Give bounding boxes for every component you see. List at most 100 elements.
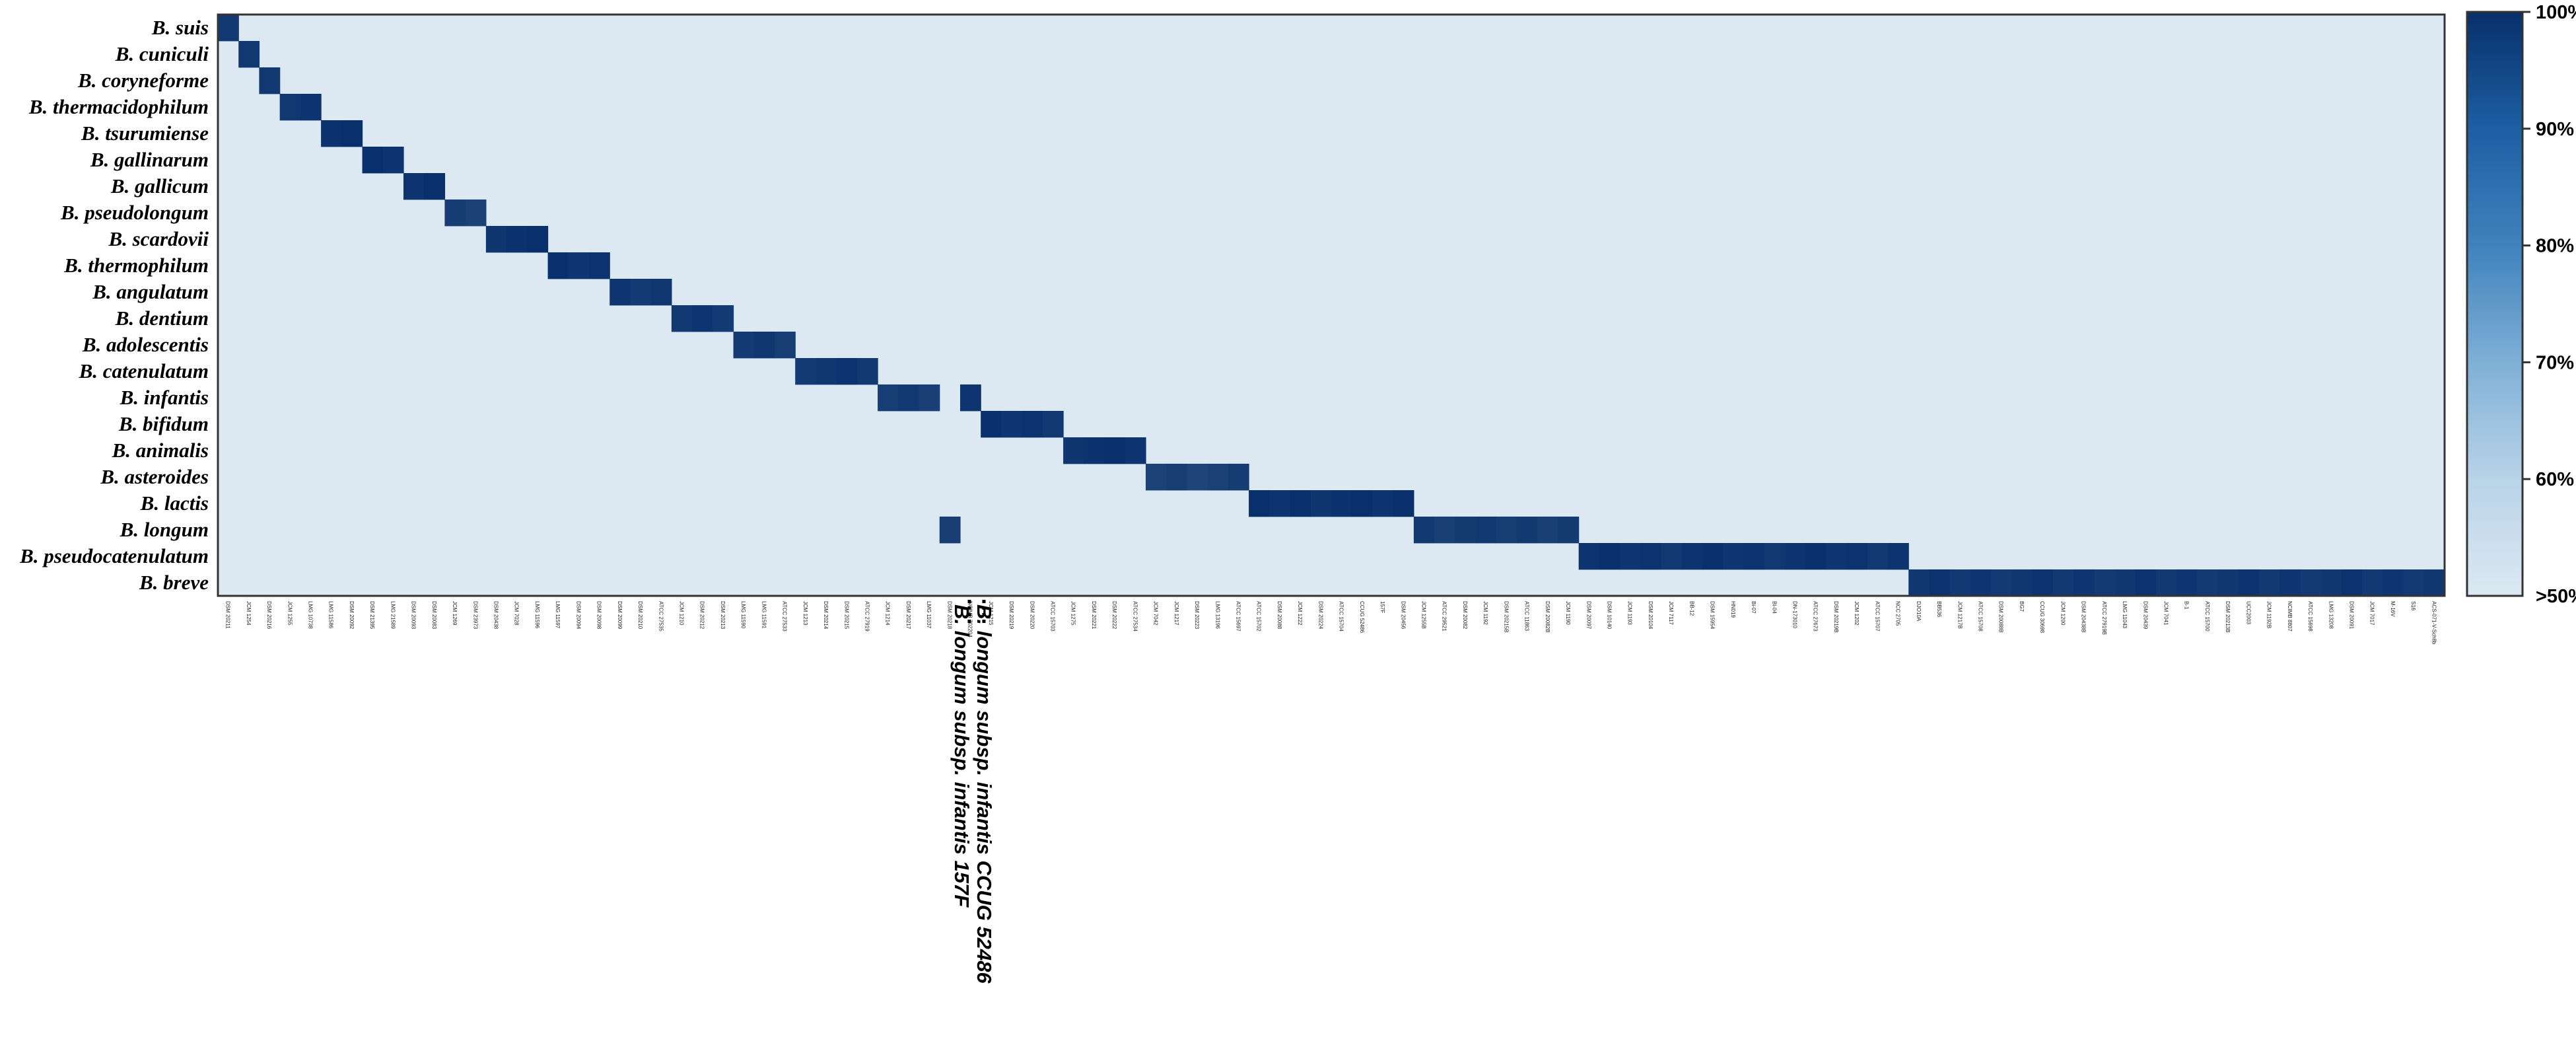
heatmap-cell: [878, 384, 899, 412]
heatmap-cell: [218, 15, 239, 42]
column-labels: DSM 20211 JCM 1254 DSM 20216 JCM 1255 LMG 10…: [225, 601, 2437, 645]
heatmap-cell: [2217, 569, 2239, 597]
heatmap-cell: [403, 173, 425, 200]
heatmap-cell: [939, 517, 961, 544]
heatmap-cell: [1620, 543, 1641, 570]
column-label: DSM 20082B: [1545, 601, 1550, 633]
column-label: DSM 20223: [1194, 601, 1200, 630]
heatmap-cell: [1888, 543, 1909, 570]
column-label: DSM 20439: [2142, 601, 2148, 630]
column-label: DSM 20218: [946, 601, 952, 630]
heatmap-cell: [2135, 569, 2157, 597]
column-label: JCM 7117: [1668, 601, 1674, 625]
heatmap-cell: [1146, 464, 1167, 491]
heatmap-cell: [650, 279, 672, 306]
column-label: DSM 20094: [575, 601, 581, 630]
heatmap-cell: [1702, 543, 1723, 570]
column-label: JCM 1255B: [1421, 601, 1427, 629]
heatmap-cell: [2362, 569, 2383, 597]
column-label: JCM 1210: [679, 601, 685, 626]
heatmap-cell: [816, 358, 837, 385]
heatmap-cell: [1846, 543, 1868, 570]
row-label: B. bifidum: [118, 412, 209, 435]
heatmap-cell: [2300, 569, 2322, 597]
row-label: B. breve: [139, 571, 209, 594]
row-label: B. cuniculi: [115, 42, 209, 65]
column-label: ATCC 15703: [1050, 601, 1056, 632]
column-label: JCM 1190: [1565, 601, 1571, 625]
column-label: ATCC 11863: [1524, 601, 1530, 632]
heatmap-cell: [2155, 569, 2177, 597]
column-label: DSM 20211: [225, 601, 231, 629]
column-label: M-16V: [2390, 601, 2396, 617]
heatmap-cell: [1867, 543, 1889, 570]
column-label: DSM 20210: [637, 601, 643, 630]
column-label: DSM 20088: [1276, 601, 1282, 630]
heatmap-cell: [1063, 437, 1084, 464]
column-label: ATCC 27534: [1132, 601, 1138, 632]
column-label: DSM 20215B: [1503, 601, 1509, 633]
heatmap-cell: [547, 252, 569, 279]
heatmap-cell: [1434, 517, 1455, 544]
heatmap-cell: [1207, 464, 1229, 491]
column-label: NCC 2705: [1895, 601, 1901, 626]
heatmap-cell: [2073, 569, 2095, 597]
annotation-ccug-52486: B. longum subsp. infantis CCUG 52486: [973, 604, 996, 984]
heatmap-cell: [2280, 569, 2301, 597]
heatmap-cell: [506, 226, 528, 253]
column-label: DSM 20088B: [1998, 601, 2004, 633]
heatmap-cell: [259, 67, 281, 94]
column-label: JCM 1200: [2060, 601, 2066, 626]
column-label: ATCC 27533: [782, 601, 788, 632]
heatmap-cell: [1991, 569, 2012, 597]
column-label: DN-173010: [1792, 601, 1798, 628]
column-label: DSM 20083: [431, 601, 437, 630]
column-label: LMG 21589: [390, 601, 396, 629]
heatmap-cell: [485, 226, 507, 253]
heatmap-cell: [2032, 569, 2054, 597]
column-label: JCM 7028: [514, 601, 520, 626]
heatmap-cell: [1517, 517, 1538, 544]
column-label: DJO10A: [1916, 601, 1922, 622]
column-label: JCM 1213: [802, 601, 808, 626]
column-label: LMG 13208: [2328, 601, 2334, 629]
heatmap-cells: [218, 15, 2445, 597]
heatmap-cell: [1805, 543, 1827, 570]
heatmap-cell: [609, 279, 631, 306]
column-label: DSM 20212: [699, 601, 705, 630]
heatmap-cell: [692, 305, 713, 332]
heatmap-cell: [1290, 490, 1311, 517]
column-label: LMG 11037: [926, 601, 932, 629]
heatmap-border: [217, 13, 2446, 597]
row-label: B. gallicum: [110, 174, 209, 198]
column-label: LMG 11586: [328, 601, 334, 629]
heatmap-cell: [1661, 543, 1683, 570]
column-label: DSM 20098: [596, 601, 602, 630]
column-label: DSM 20099: [617, 601, 623, 630]
heatmap-cell: [1640, 543, 1662, 570]
column-label: DSM 20216: [266, 601, 272, 630]
color-scale-tick-label: 60%: [2536, 469, 2574, 490]
column-label: Bi-07: [1751, 601, 1757, 614]
heatmap-cell: [1681, 543, 1703, 570]
column-label: BB-12: [1688, 601, 1694, 616]
heatmap-cell: [568, 252, 590, 279]
row-label: B. scardovii: [108, 227, 209, 250]
column-label: JCM 1192B: [2266, 601, 2272, 628]
column-label: JCM 7041: [2163, 601, 2169, 626]
heatmap-cell: [2259, 569, 2280, 597]
column-label: CCUG 52486: [1359, 601, 1365, 634]
column-label: ATCC 27919: [864, 601, 870, 632]
heatmap-cell: [1125, 437, 1146, 464]
heatmap-cell: [1331, 490, 1352, 517]
heatmap-cell: [1929, 569, 1951, 597]
heatmap-cell: [856, 358, 878, 385]
row-label: B. longum: [120, 518, 209, 541]
color-scale-tick-label: 70%: [2536, 352, 2574, 373]
row-label: B. catenulatum: [79, 359, 209, 382]
heatmap-cell: [836, 358, 858, 385]
row-label: B. lactis: [140, 491, 209, 515]
heatmap-cell: [795, 358, 817, 385]
heatmap-cell: [1970, 569, 1992, 597]
column-label: DSM 21395: [369, 601, 375, 630]
